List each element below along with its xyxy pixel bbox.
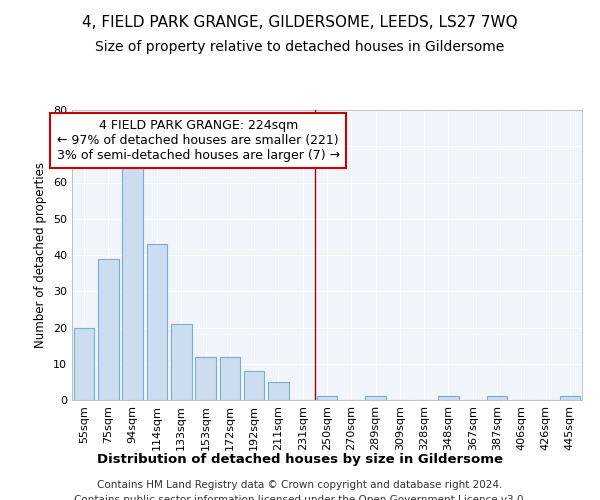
Text: 4, FIELD PARK GRANGE, GILDERSOME, LEEDS, LS27 7WQ: 4, FIELD PARK GRANGE, GILDERSOME, LEEDS,… (82, 15, 518, 30)
Bar (365, 396, 386, 400)
Bar (317, 396, 337, 400)
Y-axis label: Number of detached properties: Number of detached properties (34, 162, 47, 348)
Bar (487, 396, 508, 400)
Bar (560, 396, 580, 400)
Text: Distribution of detached houses by size in Gildersome: Distribution of detached houses by size … (97, 452, 503, 466)
Bar (146, 244, 167, 400)
Bar (122, 168, 143, 400)
Bar (268, 382, 289, 400)
Text: Contains HM Land Registry data © Crown copyright and database right 2024.
Contai: Contains HM Land Registry data © Crown c… (74, 480, 526, 500)
Bar (220, 356, 240, 400)
Bar (98, 258, 119, 400)
Text: 4 FIELD PARK GRANGE: 224sqm
← 97% of detached houses are smaller (221)
3% of sem: 4 FIELD PARK GRANGE: 224sqm ← 97% of det… (57, 119, 340, 162)
Text: Size of property relative to detached houses in Gildersome: Size of property relative to detached ho… (95, 40, 505, 54)
Bar (195, 356, 216, 400)
Bar (244, 371, 265, 400)
Bar (74, 328, 94, 400)
Bar (438, 396, 459, 400)
Bar (171, 324, 191, 400)
